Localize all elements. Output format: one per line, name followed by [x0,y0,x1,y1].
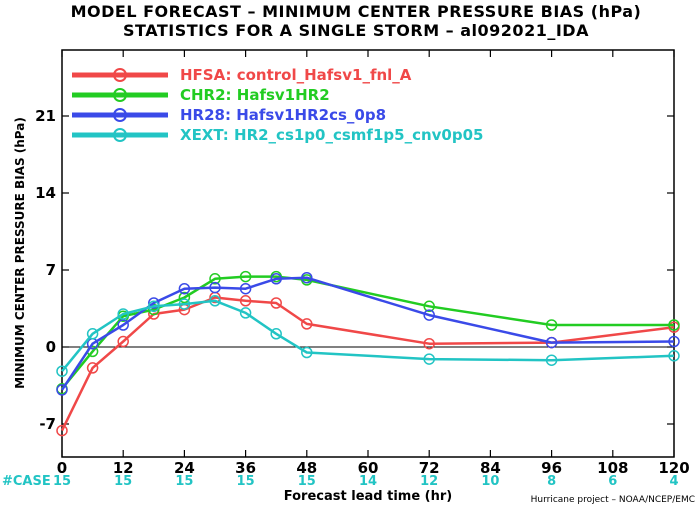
legend: HFSA: control_Hafsv1_fnl_A CHR2: Hafsv1HR… [72,66,483,144]
series-2-point [239,270,252,283]
y-axis-ticks: -7 0 7 14 21 [35,107,674,433]
case-label: #CASE [2,474,51,489]
legend-marker [113,128,127,142]
legend-label: HFSA: control_Hafsv1_fnl_A [180,66,412,84]
series-3-point [239,282,252,295]
series-3-point [668,335,680,348]
series-group [56,270,680,437]
series-4-point [148,300,160,313]
series-line-3 [60,276,675,391]
case-count: 10 [481,474,499,489]
series-4-point [668,350,680,362]
series-4-point [178,298,191,310]
case-counts: #CASE 15 15 15 15 15 14 12 10 8 6 4 [2,474,679,489]
series-2-point [148,303,160,316]
series-line-4 [61,299,675,372]
series-4-point [545,354,558,366]
case-count: 15 [237,474,255,489]
y-tick-label: 0 [46,338,56,356]
y-axis-label: MINIMUM CENTER PRESSURE BIAS (hPa) [13,117,27,389]
x-tick-label: 72 [419,459,440,477]
case-count: 15 [298,474,316,489]
legend-marker [113,88,127,102]
credit-text: Hurricane project – NOAA/NCEP/EMC [531,495,695,505]
series-2-point [668,319,680,331]
series-4-point [209,295,221,307]
y-tick-label: 21 [35,107,56,125]
legend-label: HR28: Hafsv1HR2cs_0p8 [180,106,386,124]
series-1-point [423,337,435,350]
case-count: 4 [669,474,678,489]
series-3-point [301,271,313,284]
legend-marker [113,68,127,82]
case-count: 6 [608,474,617,489]
x-axis-ticks: 0 12 24 36 48 60 72 84 96 108 120 [57,50,690,477]
series-3-point [148,297,160,309]
series-1-point [117,335,129,348]
y-tick-label: -7 [39,415,56,433]
x-tick-label: 0 [57,459,67,477]
series-2-point [545,319,558,331]
series-3-point [56,384,68,396]
y-tick-label: 14 [35,184,56,202]
series-3-point [423,309,435,321]
series-2-point [423,300,435,313]
series-line-1 [60,296,675,432]
x-tick-label: 36 [235,459,256,477]
series-1-point [239,295,252,307]
series-1-point [86,362,99,374]
x-axis-label: Forecast lead time (hr) [284,489,452,504]
legend-label: CHR2: Hafsv1HR2 [180,86,330,104]
series-1-point [270,297,282,309]
series-4-point [117,308,129,320]
series-4-point [239,307,252,319]
series-4-point [270,328,282,340]
case-count: 8 [547,474,556,489]
case-count: 14 [359,474,377,489]
series-1-point [301,318,313,330]
legend-marker [113,108,127,122]
series-3-point [545,336,558,349]
series-4-point [423,353,435,365]
series-4-point [301,346,313,359]
x-tick-label: 84 [480,459,501,477]
series-1-point [56,424,68,437]
case-count: 15 [53,474,71,489]
y-tick-label: 7 [46,261,56,279]
series-2-point [209,273,221,285]
legend-label: XEXT: HR2_cs1p0_csmf1p5_cnv0p05 [180,126,483,144]
x-tick-label: 48 [296,459,317,477]
x-tick-label: 120 [658,459,689,477]
case-count: 15 [114,474,132,489]
x-tick-label: 108 [597,459,628,477]
series-4-point [56,365,68,377]
series-3-point [178,282,191,295]
x-tick-label: 96 [541,459,562,477]
case-count: 15 [175,474,193,489]
chart-title: MODEL FORECAST – MINIMUM CENTER PRESSURE… [71,2,642,21]
case-count: 12 [420,474,438,489]
series-4-point [86,328,99,340]
chart-subtitle: STATISTICS FOR A SINGLE STORM – al092021… [123,21,589,40]
series-3-point [209,281,221,294]
series-line-2 [61,275,674,390]
series-3-point [117,319,129,331]
x-tick-label: 60 [358,459,379,477]
series-3-point [270,273,282,285]
x-tick-label: 24 [174,459,195,477]
series-2-point [178,291,191,304]
x-tick-label: 12 [113,459,134,477]
